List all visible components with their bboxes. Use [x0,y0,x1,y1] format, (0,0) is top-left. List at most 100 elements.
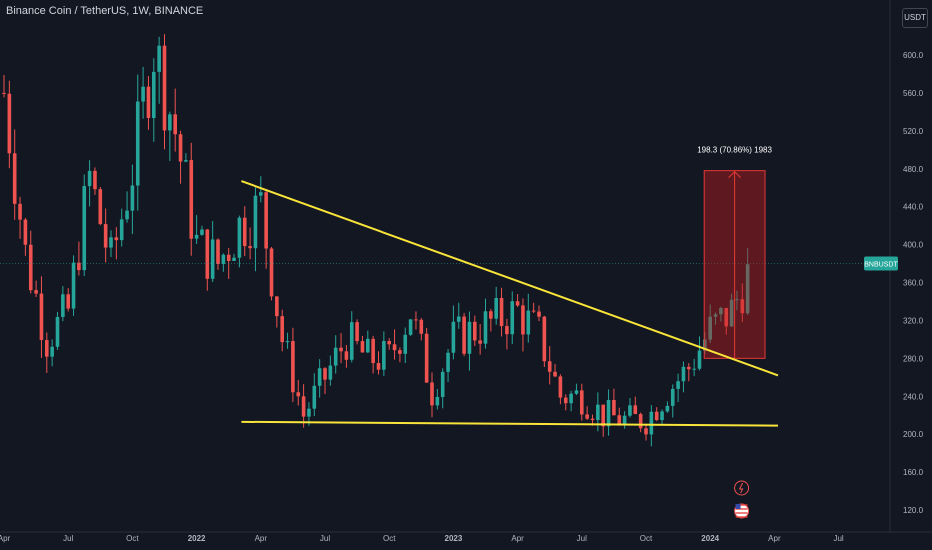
x-tick-label: Apr [255,534,268,543]
y-tick-label: 280.0 [903,354,924,363]
candle-body [387,341,391,345]
candle-body [125,210,129,220]
candle-body [307,408,311,417]
y-tick-label: 320.0 [903,316,924,325]
x-tick-label: Apr [0,534,11,543]
candle-body [280,316,284,343]
candle-body [146,86,151,119]
candle-body [312,385,317,409]
candle-body [141,86,145,102]
symbol-title[interactable]: Binance Coin / TetherUS, 1W, BINANCE [6,5,204,17]
candle-body [157,45,161,72]
candle-body [23,219,28,245]
candle-body [189,160,194,239]
candle-body [596,404,600,421]
currency-button[interactable]: USDT [902,8,928,28]
candle-body [638,414,643,429]
candle-body [184,160,188,162]
candle-body [681,366,686,382]
candle-body [200,229,204,235]
candle-body [574,390,579,394]
x-tick-label: Jul [320,534,330,543]
candle-body [45,340,49,357]
candle-body [382,341,386,370]
candle-body [61,294,65,317]
support-trendline[interactable] [241,420,779,427]
candle-body [205,229,210,279]
candle-body [98,189,103,225]
candle-body [34,290,38,294]
y-tick-label: 240.0 [903,392,924,401]
candle-body [285,341,290,343]
candle-body [569,393,573,404]
y-tick-label: 400.0 [903,241,924,250]
candle-body [606,399,611,427]
candle-body [50,346,54,357]
candle-body [745,264,750,314]
candle-body [355,322,359,342]
price-tag-label: BNBUSDT [864,262,898,269]
candle-body [7,93,12,154]
candle-body [162,45,167,131]
candle-body [612,399,616,416]
candle-body [376,363,381,370]
flash-icon[interactable] [734,480,750,496]
candle-body [633,405,638,415]
y-tick-label: 560.0 [903,89,924,98]
candle-body [173,114,177,135]
candle-body [585,414,589,419]
y-tick-label: 520.0 [903,127,924,136]
candle-body [510,301,515,335]
candle-body [216,239,220,264]
us-flag-icon[interactable] [734,503,750,519]
candle-body [478,340,482,344]
y-tick-label: 360.0 [903,279,924,288]
candle-body [248,246,252,249]
candle-body [232,257,236,261]
y-tick-label: 480.0 [903,165,924,174]
candle-body [130,185,135,211]
y-tick-label: 440.0 [903,203,924,212]
candle-body [93,170,97,190]
candle-body [77,262,81,271]
descending-trendline[interactable] [241,180,779,377]
candle-body [28,244,33,291]
candle-body [515,301,520,306]
candle-body [296,392,301,397]
candle-body [644,428,648,435]
candle-body [553,371,557,377]
y-tick-label: 600.0 [903,51,924,60]
candle-body [660,411,664,421]
candle-body [71,262,76,309]
candle-body [371,338,375,364]
candle-body [349,322,354,360]
candle-body [563,397,568,404]
candle-body [687,366,691,370]
candle-body [291,341,295,393]
candle-body [670,388,675,406]
candle-body [713,314,718,317]
candle-body [275,296,279,317]
candle-body [366,338,370,353]
candle-body [360,341,365,353]
candle-body [210,239,215,279]
price-axis[interactable] [890,0,932,550]
candle-body [505,326,509,335]
x-tick-label: 2024 [701,534,719,543]
candle-body [467,321,472,354]
y-tick-label: 160.0 [903,468,924,477]
measure-label: 198.3 (70.86%) 1983 [697,146,772,155]
time-axis[interactable] [0,532,932,550]
y-tick-label: 200.0 [903,430,924,439]
candle-body [114,237,119,241]
measure-arrow-head [728,170,741,178]
candle-body [55,316,60,347]
candle-body [462,316,466,354]
price-tag [864,256,898,271]
candle-body [414,319,418,321]
candle-body [703,339,707,351]
candle-body [451,321,456,353]
candle-body [103,224,108,248]
